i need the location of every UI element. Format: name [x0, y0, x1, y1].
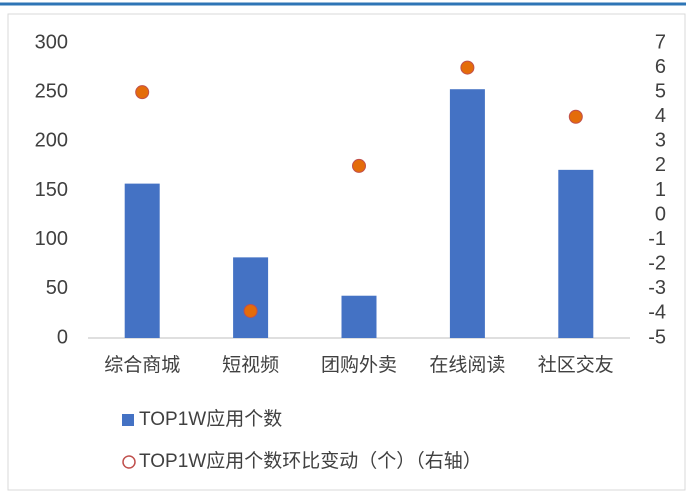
dot — [568, 109, 583, 124]
frame — [7, 13, 686, 491]
y2-tick-label: 7 — [655, 31, 666, 53]
y-tick-label: 200 — [35, 130, 68, 152]
dot — [243, 303, 258, 318]
bar — [124, 183, 160, 338]
y-tick-label: 300 — [35, 31, 68, 53]
bar — [449, 89, 485, 338]
y2-tick-label: -1 — [648, 228, 666, 250]
y-tick-label: 150 — [35, 179, 68, 201]
x-tick-label: 综合商城 — [104, 354, 180, 376]
dot — [460, 60, 475, 75]
legend-swatch — [122, 455, 136, 469]
legend-label: TOP1W应用个数环比变动（个）（右轴） — [139, 450, 482, 472]
bar — [233, 257, 269, 338]
y-tick-label: 250 — [35, 80, 68, 102]
y-tick-label: 50 — [46, 277, 68, 299]
dot — [352, 158, 366, 173]
dot — [135, 85, 150, 100]
y2-tick-label: 6 — [655, 56, 666, 78]
y2-tick-label: -5 — [648, 326, 666, 348]
x-tick-label: 在线阅读 — [429, 354, 505, 376]
y2-tick-label: -4 — [648, 302, 666, 324]
y2-tick-label: 5 — [655, 80, 666, 102]
y2-tick-label: -2 — [648, 253, 666, 275]
x-tick-label: 社区交友 — [538, 354, 614, 376]
bar — [558, 169, 594, 338]
y2-tick-label: 2 — [655, 154, 666, 176]
y2-tick-label: 1 — [655, 179, 666, 201]
y2-tick-label: -3 — [648, 277, 666, 299]
x-tick-label: 团购外卖 — [321, 354, 397, 376]
legend-label: TOP1W应用个数 — [139, 408, 282, 430]
y-tick-label: 100 — [35, 228, 68, 250]
y2-tick-label: 3 — [655, 130, 666, 152]
y2-tick-label: 4 — [655, 105, 666, 127]
legend-swatch — [122, 414, 134, 426]
y-tick-label: 0 — [57, 326, 68, 348]
bar — [341, 295, 377, 338]
x-tick-label: 短视频 — [222, 354, 279, 376]
y2-tick-label: 0 — [655, 203, 666, 225]
